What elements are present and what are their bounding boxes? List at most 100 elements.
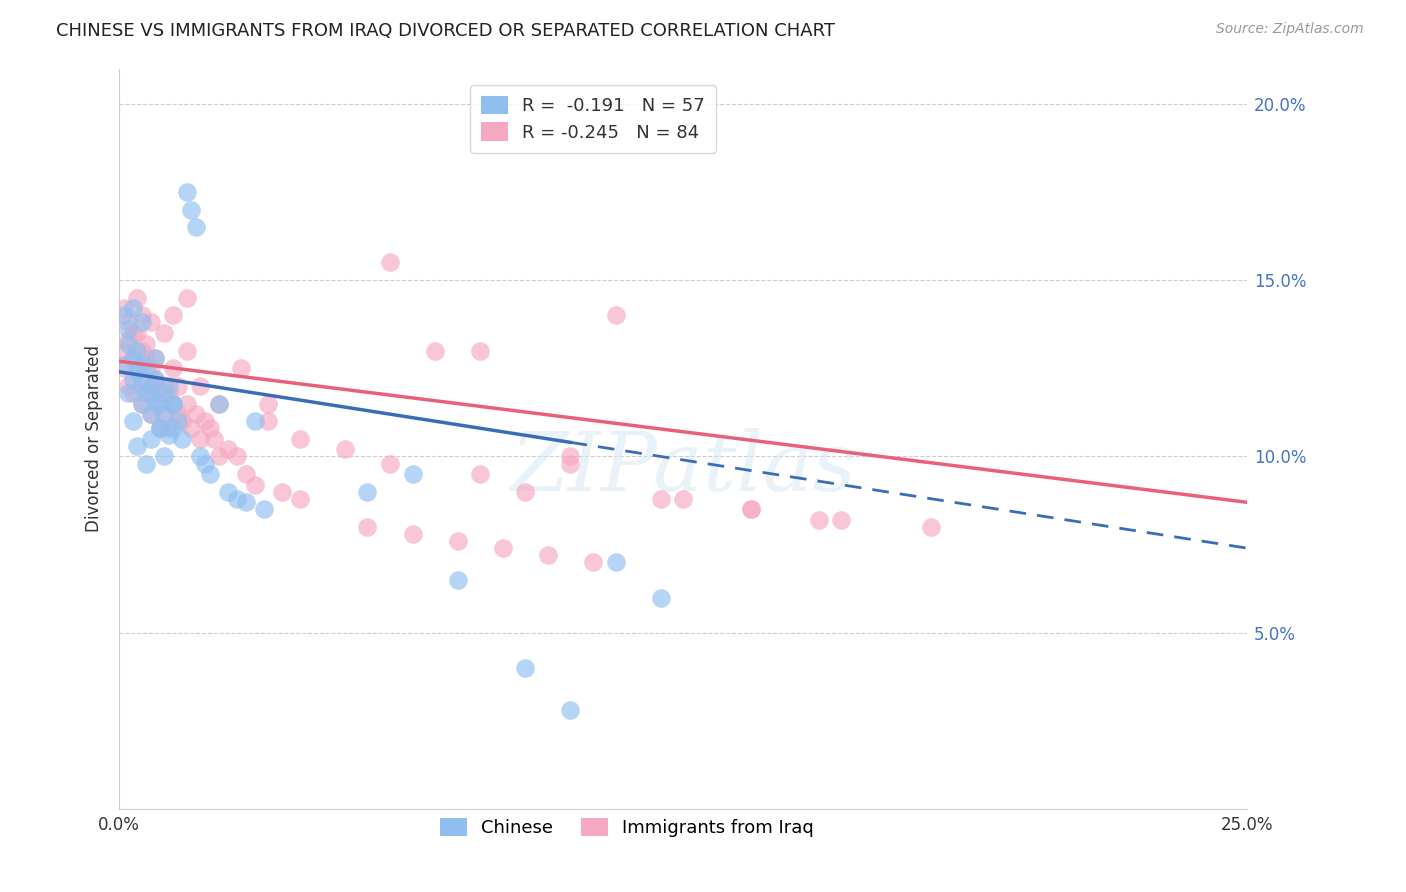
Chinese [112, 358, 135, 372]
Immigrants from Iraq [672, 491, 695, 506]
Immigrants from Iraq [117, 315, 139, 329]
Chinese [131, 379, 153, 393]
Chinese [121, 414, 143, 428]
Chinese [253, 502, 276, 516]
Immigrants from Iraq [127, 326, 149, 340]
Chinese [446, 573, 468, 587]
Immigrants from Iraq [194, 414, 217, 428]
Immigrants from Iraq [378, 255, 401, 269]
Immigrants from Iraq [157, 386, 180, 401]
Chinese [190, 450, 212, 464]
Chinese [157, 379, 180, 393]
Immigrants from Iraq [180, 421, 202, 435]
Immigrants from Iraq [492, 541, 515, 556]
Chinese [198, 467, 221, 481]
Chinese [149, 421, 172, 435]
Chinese [121, 351, 143, 365]
Immigrants from Iraq [162, 361, 184, 376]
Immigrants from Iraq [112, 361, 135, 376]
Chinese [207, 396, 229, 410]
Immigrants from Iraq [270, 484, 292, 499]
Immigrants from Iraq [121, 326, 143, 340]
Immigrants from Iraq [560, 457, 582, 471]
Immigrants from Iraq [176, 343, 198, 358]
Immigrants from Iraq [470, 343, 492, 358]
Chinese [149, 396, 172, 410]
Chinese [117, 336, 139, 351]
Immigrants from Iraq [190, 432, 212, 446]
Text: ZIPatlas: ZIPatlas [510, 428, 856, 508]
Immigrants from Iraq [162, 309, 184, 323]
Immigrants from Iraq [225, 450, 247, 464]
Immigrants from Iraq [139, 361, 162, 376]
Chinese [153, 450, 176, 464]
Chinese [139, 407, 162, 421]
Immigrants from Iraq [172, 414, 194, 428]
Immigrants from Iraq [145, 396, 167, 410]
Immigrants from Iraq [207, 450, 229, 464]
Immigrants from Iraq [145, 372, 167, 386]
Chinese [184, 220, 207, 235]
Immigrants from Iraq [515, 484, 537, 499]
Immigrants from Iraq [257, 414, 280, 428]
Chinese [560, 703, 582, 717]
Chinese [153, 386, 176, 401]
Immigrants from Iraq [131, 372, 153, 386]
Immigrants from Iraq [333, 442, 356, 457]
Chinese [162, 396, 184, 410]
Immigrants from Iraq [167, 407, 190, 421]
Chinese [153, 407, 176, 421]
Chinese [135, 386, 157, 401]
Immigrants from Iraq [217, 442, 239, 457]
Immigrants from Iraq [139, 315, 162, 329]
Immigrants from Iraq [121, 386, 143, 401]
Immigrants from Iraq [470, 467, 492, 481]
Immigrants from Iraq [117, 333, 139, 347]
Immigrants from Iraq [135, 351, 157, 365]
Immigrants from Iraq [117, 379, 139, 393]
Immigrants from Iraq [184, 407, 207, 421]
Immigrants from Iraq [202, 432, 225, 446]
Text: Source: ZipAtlas.com: Source: ZipAtlas.com [1216, 22, 1364, 37]
Chinese [121, 372, 143, 386]
Immigrants from Iraq [131, 343, 153, 358]
Chinese [176, 185, 198, 199]
Immigrants from Iraq [605, 309, 627, 323]
Chinese [605, 555, 627, 569]
Immigrants from Iraq [288, 432, 311, 446]
Chinese [121, 301, 143, 316]
Immigrants from Iraq [157, 421, 180, 435]
Chinese [149, 421, 172, 435]
Immigrants from Iraq [162, 396, 184, 410]
Immigrants from Iraq [423, 343, 446, 358]
Immigrants from Iraq [139, 407, 162, 421]
Chinese [131, 396, 153, 410]
Immigrants from Iraq [229, 361, 252, 376]
Immigrants from Iraq [149, 421, 172, 435]
Immigrants from Iraq [582, 555, 605, 569]
Immigrants from Iraq [135, 386, 157, 401]
Chinese [127, 365, 149, 379]
Immigrants from Iraq [131, 396, 153, 410]
Immigrants from Iraq [153, 407, 176, 421]
Chinese [131, 358, 153, 372]
Immigrants from Iraq [446, 534, 468, 549]
Chinese [172, 432, 194, 446]
Immigrants from Iraq [167, 379, 190, 393]
Immigrants from Iraq [121, 351, 143, 365]
Chinese [194, 457, 217, 471]
Immigrants from Iraq [139, 379, 162, 393]
Chinese [235, 495, 257, 509]
Chinese [117, 386, 139, 401]
Immigrants from Iraq [176, 291, 198, 305]
Immigrants from Iraq [153, 326, 176, 340]
Text: CHINESE VS IMMIGRANTS FROM IRAQ DIVORCED OR SEPARATED CORRELATION CHART: CHINESE VS IMMIGRANTS FROM IRAQ DIVORCED… [56, 22, 835, 40]
Chinese [225, 491, 247, 506]
Immigrants from Iraq [257, 396, 280, 410]
Immigrants from Iraq [135, 336, 157, 351]
Y-axis label: Divorced or Separated: Divorced or Separated [86, 345, 103, 533]
Immigrants from Iraq [153, 379, 176, 393]
Chinese [650, 591, 672, 605]
Immigrants from Iraq [650, 491, 672, 506]
Immigrants from Iraq [127, 291, 149, 305]
